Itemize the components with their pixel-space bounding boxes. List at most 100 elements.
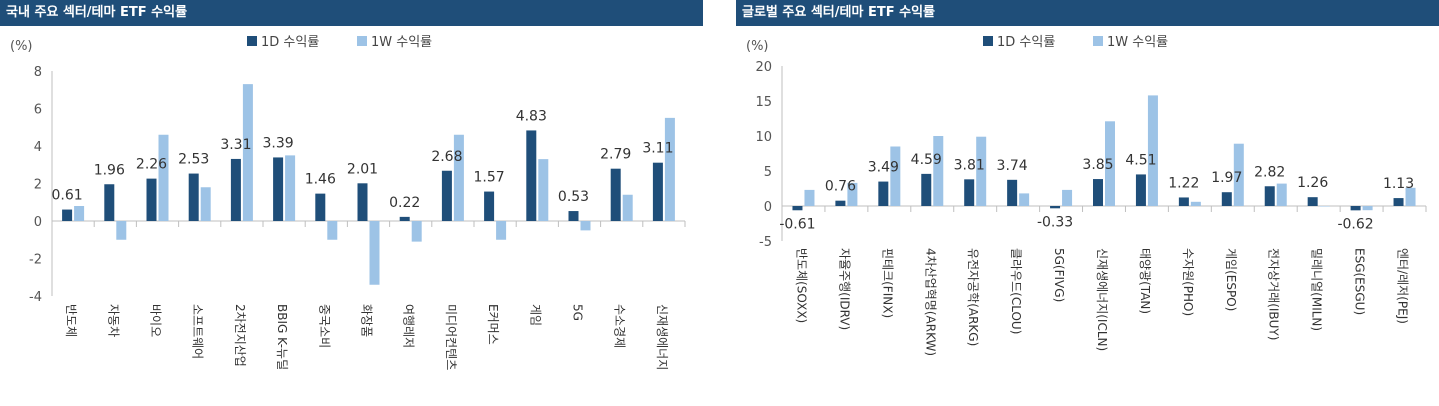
bar-1w	[933, 136, 944, 206]
bar-1d	[878, 181, 889, 206]
data-label-1d: 1.46	[305, 172, 336, 188]
bar-1d	[104, 184, 115, 221]
y-tick-label: 5	[764, 165, 772, 180]
domestic-chart-title: 국내 주요 섹터/테마 ETF 수익률	[0, 0, 703, 26]
data-label-1d: 2.68	[431, 149, 462, 165]
bar-1w	[1147, 95, 1158, 206]
bar-1w	[411, 221, 422, 242]
x-category-label: 자동차	[106, 304, 120, 337]
data-label-1d: 2.79	[600, 147, 631, 163]
bar-1d	[62, 209, 73, 221]
bar-1d	[230, 158, 241, 221]
bar-1w	[1276, 183, 1287, 206]
x-category-label: 반도체	[64, 304, 78, 337]
x-category-label: 5G(FIVG)	[1052, 248, 1066, 302]
legend-label-1w: 1W 수익률	[371, 35, 432, 50]
x-category-label: 유전자공학(ARKG)	[966, 248, 980, 346]
y-tick-label: -4	[29, 290, 42, 305]
bar-1d	[1178, 197, 1189, 206]
bar-1d	[568, 211, 579, 221]
data-label-1d: 4.51	[1125, 152, 1156, 168]
data-label-1d: -0.33	[1037, 214, 1073, 230]
x-category-label: 화장품	[360, 304, 374, 337]
data-label-1d: 3.85	[1082, 157, 1113, 173]
legend-label-1d: 1D 수익률	[261, 35, 319, 50]
y-tick-label: 10	[755, 130, 772, 145]
global-chart-title: 글로벌 주요 섹터/테마 ETF 수익률	[736, 0, 1439, 26]
y-tick-label: 6	[34, 103, 42, 118]
x-category-label: 5G	[571, 304, 585, 321]
x-category-label: 신재생에너지	[655, 304, 669, 370]
data-label-1d: 1.26	[1297, 175, 1328, 191]
bar-1w	[1190, 201, 1201, 206]
legend-swatch-1d	[247, 36, 257, 46]
data-label-1d: 0.76	[825, 179, 856, 195]
data-label-1d: 1.22	[1168, 175, 1199, 191]
y-tick-label: -2	[29, 253, 42, 268]
bar-1w	[976, 136, 987, 206]
bar-1d	[610, 168, 621, 221]
bar-1d	[399, 216, 410, 221]
bar-1d	[921, 173, 932, 206]
global-etf-chart-panel: 글로벌 주요 섹터/테마 ETF 수익률 (%) 1D 수익률 1W 수익률 20 15…	[736, 0, 1439, 406]
bar-1d	[1050, 206, 1061, 209]
data-label-1d: 2.26	[136, 157, 167, 173]
bar-1d	[1007, 179, 1018, 206]
x-category-label: 게임(ESPO)	[1224, 248, 1238, 311]
data-label-1d: 2.53	[178, 152, 209, 168]
legend-swatch-1d	[983, 36, 993, 46]
x-category-label: 수자원(PHO)	[1181, 248, 1195, 316]
x-category-label: 바이오	[149, 304, 163, 337]
x-category-label: BBIG K-뉴딜	[275, 304, 289, 370]
bar-1w	[369, 221, 380, 285]
x-category-label: 밀레니얼(MILN)	[1310, 248, 1324, 331]
bar-1d	[526, 130, 537, 221]
x-category-label: 반도체(SOXX)	[794, 248, 808, 323]
bar-1w	[538, 159, 549, 221]
bar-1d	[1307, 197, 1318, 206]
bar-1w	[1105, 121, 1115, 206]
data-label-1d: 3.49	[868, 160, 899, 176]
y-tick-label: 15	[755, 95, 772, 110]
domestic-etf-chart: (%) 1D 수익률 1W 수익률 8 6 4 2 0 -2 -4 0.61 반도체 1.96 자동차 2.…	[10, 35, 686, 370]
chart-legend: 1D 수익률 1W 수익률	[983, 35, 1168, 50]
bar-1w	[158, 134, 169, 221]
data-label-1d: 1.96	[94, 162, 125, 178]
bar-1w	[116, 221, 127, 240]
chart-legend: 1D 수익률 1W 수익률	[247, 35, 432, 50]
data-label-1d: 3.31	[220, 137, 251, 153]
data-label-1d: 0.53	[558, 189, 589, 205]
x-category-label: 태양광(TAN)	[1138, 248, 1152, 314]
x-category-label: 신재생에너지(ICLN)	[1095, 248, 1109, 351]
bar-1d	[1393, 198, 1404, 206]
bar-1d	[188, 173, 199, 221]
bar-1w	[1362, 206, 1373, 211]
bar-1d	[1221, 192, 1232, 206]
bar-1d	[484, 191, 495, 221]
x-category-label: ESG(ESGU)	[1353, 248, 1367, 315]
x-category-label: 핀테크(FINX)	[880, 248, 894, 318]
bar-1w	[580, 221, 591, 231]
bar-1d	[835, 200, 846, 206]
bar-1d	[1264, 186, 1275, 206]
bar-1d	[964, 179, 975, 206]
bar-1w	[453, 134, 464, 221]
x-category-label: 게임	[528, 304, 542, 326]
bar-1w	[1233, 143, 1244, 206]
x-category-label: E커머스	[486, 304, 500, 345]
data-label-1d: 1.57	[474, 170, 505, 186]
data-label-1d: 4.59	[911, 152, 942, 168]
data-label-1d: -0.62	[1337, 216, 1373, 232]
data-label-1d: 3.11	[642, 141, 673, 157]
data-label-1d: 0.61	[52, 188, 83, 204]
x-category-label: 자율주행(IDRV)	[837, 248, 852, 330]
data-label-1d: 3.39	[263, 135, 294, 151]
bar-1d	[315, 193, 326, 221]
bar-1d	[652, 162, 663, 221]
bar-1w	[804, 189, 815, 206]
bar-1d	[1135, 174, 1146, 206]
y-unit-label: (%)	[746, 39, 769, 54]
data-label-1d: 2.01	[347, 161, 378, 177]
x-category-label: 2차전지산업	[233, 304, 247, 367]
bar-1d	[1350, 206, 1361, 211]
